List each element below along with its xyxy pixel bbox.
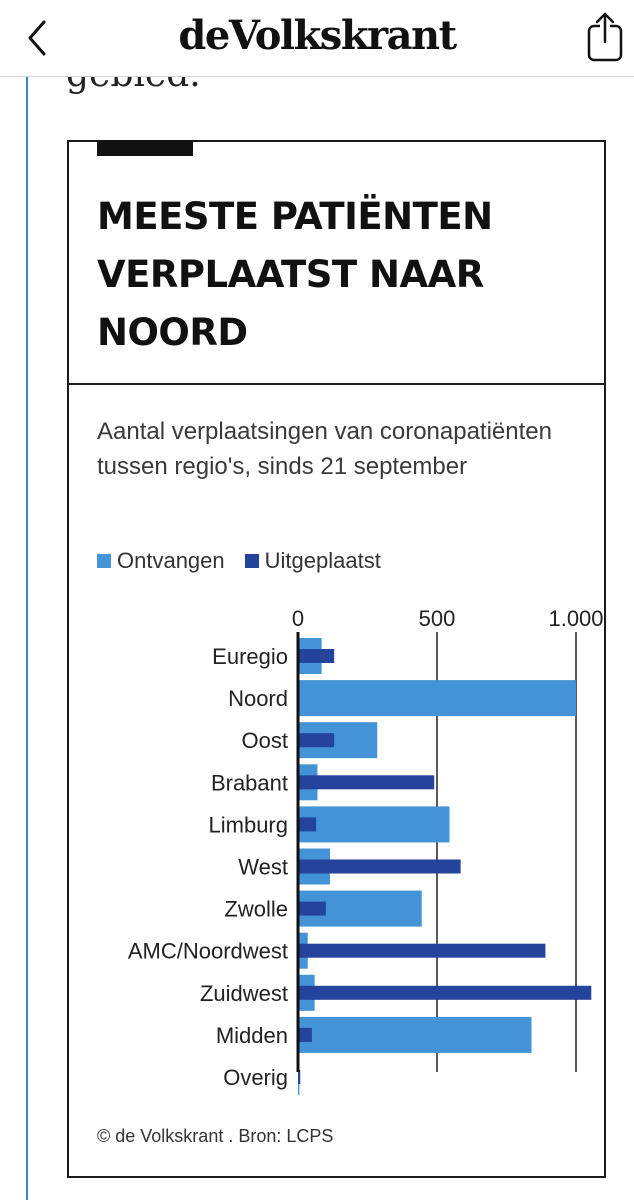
article-accent-rule (26, 76, 28, 1200)
category-label: Noord (228, 686, 288, 711)
bar-chart: 0 500 1.000 Euregio Noord Oost Brabant Limburg W… (128, 606, 604, 1095)
bar-uitgeplaatst (298, 1027, 312, 1042)
category-label: Zuidwest (200, 981, 288, 1006)
category-label: West (238, 855, 288, 880)
bar-uitgeplaatst (298, 943, 546, 958)
category-label: Zwolle (224, 897, 288, 922)
back-button[interactable] (20, 16, 56, 60)
chart-subtitle: Aantal verplaatsingen van coronapatiënte… (97, 418, 552, 480)
category-label: Oost (242, 728, 288, 753)
category-label: Midden (216, 1023, 288, 1048)
x-tick-label: 0 (292, 606, 304, 631)
bar-ontvangen (298, 680, 576, 717)
legend-item-uitgeplaatst: Uitgeplaatst (244, 548, 381, 574)
category-label: Overig (223, 1065, 288, 1090)
chart-legend: Ontvangen Uitgeplaatst (97, 548, 401, 574)
legend-swatch-ontvangen (97, 554, 111, 568)
card-divider (69, 383, 604, 385)
chart-card: MEESTE PATIËNTEN VERPLAATST NAAR NOORD A… (67, 140, 606, 1178)
chevron-left-icon (28, 20, 46, 56)
bar-uitgeplaatst (298, 859, 461, 874)
bar-ontvangen (298, 1016, 532, 1053)
chart-title-line: VERPLAATST NAAR (97, 253, 484, 296)
site-logo[interactable]: deVolkskrant (178, 12, 457, 59)
category-label: Euregio (212, 644, 288, 669)
legend-label-uitgeplaatst: Uitgeplaatst (264, 548, 381, 573)
bar-uitgeplaatst (298, 733, 335, 748)
chart-title-line: NOORD (97, 311, 248, 354)
bar-uitgeplaatst (298, 817, 317, 832)
category-label: Limburg (209, 812, 288, 837)
top-navigation-bar: deVolkskrant (0, 0, 634, 77)
chart-title: MEESTE PATIËNTEN VERPLAATST NAAR NOORD (97, 188, 577, 362)
bar-uitgeplaatst (298, 775, 435, 790)
share-button[interactable] (580, 10, 630, 62)
bar-uitgeplaatst (298, 649, 335, 663)
card-accent-bar (97, 140, 193, 156)
legend-swatch-uitgeplaatst (244, 554, 259, 568)
x-tick-label: 1.000 (548, 606, 603, 631)
category-label: AMC/Noordwest (128, 939, 288, 964)
legend-item-ontvangen: Ontvangen (97, 548, 225, 574)
bar-uitgeplaatst (298, 1070, 301, 1084)
bar-ontvangen (298, 806, 450, 843)
bar-uitgeplaatst (298, 901, 326, 916)
category-label: Brabant (211, 770, 288, 795)
bar-uitgeplaatst (298, 985, 592, 1000)
legend-label-ontvangen: Ontvangen (117, 548, 225, 573)
chart-title-line: MEESTE PATIËNTEN (97, 195, 493, 238)
x-tick-label: 500 (419, 606, 456, 631)
chart-credit: © de Volkskrant . Bron: LCPS (97, 1126, 334, 1146)
share-icon (587, 12, 623, 62)
